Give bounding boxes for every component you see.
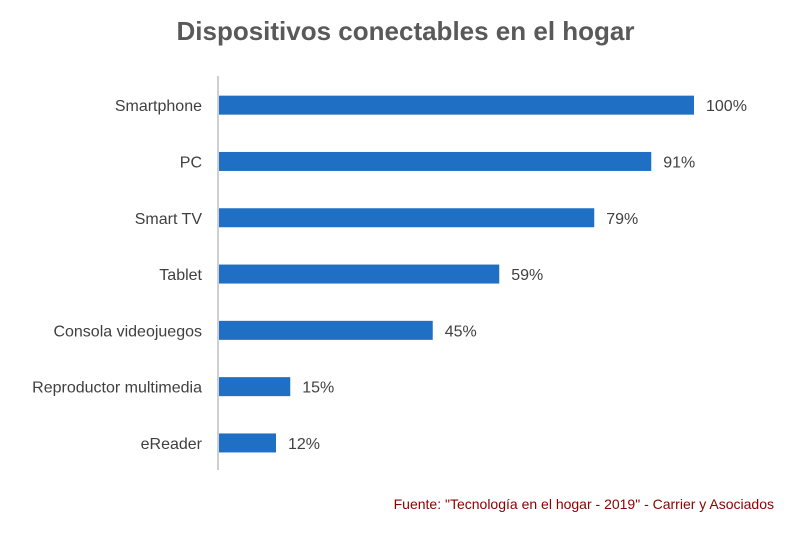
bar (219, 320, 433, 340)
bar (219, 264, 500, 284)
data-label: 15% (302, 380, 334, 397)
category-label: PC (180, 154, 202, 171)
bar (219, 208, 595, 228)
category-label: Reproductor multimedia (32, 380, 202, 397)
category-label: Smartphone (115, 98, 202, 115)
category-label: eReader (141, 436, 203, 453)
chart-title: Dispositivos conectables en el hogar (176, 16, 635, 46)
source-note: Fuente: "Tecnología en el hogar - 2019" … (393, 496, 774, 512)
data-label: 12% (288, 436, 320, 453)
data-label: 91% (663, 154, 695, 171)
bar (219, 95, 694, 115)
bar (219, 151, 652, 171)
category-label: Consola videojuegos (53, 323, 202, 340)
data-label: 45% (445, 323, 477, 340)
data-label: 59% (511, 267, 543, 284)
bar (219, 377, 291, 397)
data-label: 79% (606, 211, 638, 228)
category-label: Tablet (159, 267, 202, 284)
category-label: Smart TV (135, 211, 203, 228)
data-label: 100% (706, 98, 747, 115)
bar (219, 433, 276, 453)
